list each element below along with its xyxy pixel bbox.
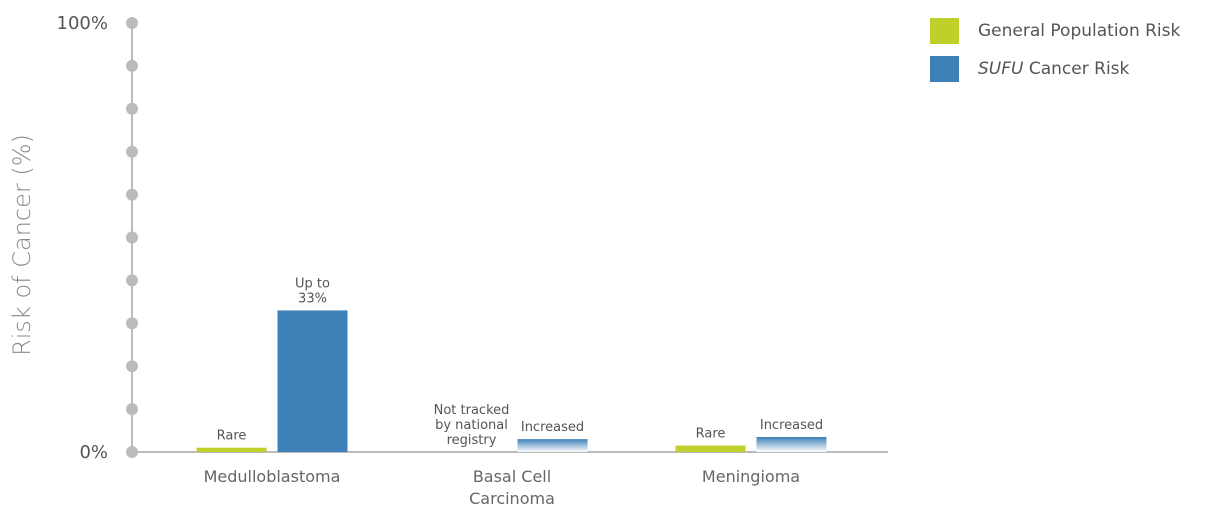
value-label-sufu-0: Up to 33% <box>295 276 330 306</box>
legend-label-sufu-italic: SUFU <box>978 59 1024 79</box>
value-label-line: Rare <box>217 429 247 444</box>
y-axis-dot <box>126 231 138 244</box>
value-label-line: 33% <box>298 291 327 306</box>
category-label-0: Medulloblastoma <box>204 467 341 486</box>
category-label-line: Basal Cell <box>473 467 551 486</box>
y-tick-label-min: 0% <box>79 442 108 463</box>
y-axis-dot <box>126 446 138 458</box>
y-axis-dot <box>126 317 138 330</box>
category-label-line: Meningioma <box>702 467 800 486</box>
category-label-1: Basal Cell Carcinoma <box>469 467 555 508</box>
y-axis-dot <box>126 188 138 201</box>
value-label-line: Up to <box>295 276 330 291</box>
legend-swatch-sufu <box>930 56 959 82</box>
y-axis-dot <box>126 59 138 72</box>
bar-sufu-1 <box>517 439 588 452</box>
value-label-line: Rare <box>696 427 726 442</box>
bar-sufu-0 <box>277 310 348 452</box>
value-label-sufu-2: Increased <box>760 418 823 433</box>
value-label-line: Increased <box>760 418 823 433</box>
legend-swatch-general-population <box>930 18 959 44</box>
value-label-line: registry <box>447 433 497 448</box>
y-tick-label-max: 100% <box>57 13 108 34</box>
value-label-line: Not tracked <box>434 403 510 418</box>
category-label-line: Medulloblastoma <box>204 467 341 486</box>
legend-item-sufu: SUFU Cancer Risk <box>930 56 1180 82</box>
value-label-general-0: Rare <box>217 429 247 444</box>
value-label-sufu-1: Increased <box>521 420 584 435</box>
value-label-line: by national <box>435 418 508 433</box>
y-axis-dot <box>126 17 138 29</box>
legend-label-sufu-rest: Cancer Risk <box>1023 59 1130 79</box>
y-axis-dot <box>126 274 138 287</box>
value-label-general-2: Rare <box>696 427 726 442</box>
bar-general-0 <box>196 447 267 452</box>
y-axis-dot <box>126 360 138 373</box>
value-label-line: Increased <box>521 420 584 435</box>
category-label-2: Meningioma <box>702 467 800 486</box>
y-axis-label: Risk of Cancer (%) <box>8 134 36 356</box>
legend-label-sufu: SUFU Cancer Risk <box>978 59 1129 79</box>
y-axis-dot <box>126 102 138 115</box>
bar-general-2 <box>675 445 746 452</box>
legend: General Population Risk SUFU Cancer Risk <box>930 18 1180 94</box>
category-label-line: Carcinoma <box>469 489 555 508</box>
y-axis-dot <box>126 403 138 416</box>
legend-label-general-population: General Population Risk <box>978 21 1181 41</box>
y-axis-dot <box>126 145 138 158</box>
legend-item-general-population: General Population Risk <box>930 18 1180 44</box>
bar-sufu-2 <box>756 436 827 452</box>
value-label-general-1: Not tracked by national registry <box>434 403 510 448</box>
